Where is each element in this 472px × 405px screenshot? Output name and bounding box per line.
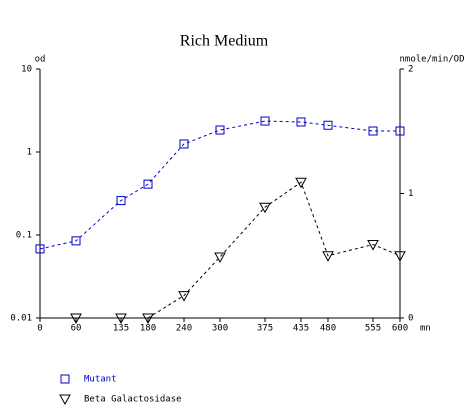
- series-line: [39, 120, 400, 250]
- marker: [394, 251, 406, 262]
- marker: [214, 252, 226, 264]
- chart-title: Rich Medium: [180, 33, 269, 50]
- y2-tick-label: 0: [408, 314, 413, 324]
- x-tick-label: 240: [176, 324, 192, 334]
- y-tick-label: 0.01: [10, 314, 32, 324]
- marker: [179, 139, 189, 149]
- x-tick-label: 480: [320, 324, 336, 334]
- marker: [260, 116, 270, 126]
- marker: [115, 313, 127, 325]
- x-tick-label: 435: [293, 324, 309, 334]
- legend-label: Beta Galactosidase: [84, 395, 182, 405]
- marker: [395, 126, 405, 136]
- marker: [178, 291, 190, 302]
- marker: [116, 196, 126, 206]
- x-tick-label: 300: [212, 324, 228, 334]
- x-tick-label: 180: [140, 324, 156, 334]
- x-tick-label: 135: [113, 324, 129, 334]
- y-tick-label: 0.1: [16, 231, 32, 241]
- marker: [323, 120, 333, 130]
- x-tick-label: 555: [365, 324, 381, 334]
- legend-label: Mutant: [84, 375, 117, 385]
- x-tick-label: 0: [37, 324, 42, 334]
- legend-marker: [59, 394, 71, 405]
- series-line: [76, 181, 401, 319]
- y2-tick-label: 2: [408, 65, 413, 75]
- y-tick-label: 1: [27, 148, 32, 158]
- marker: [70, 313, 82, 325]
- marker: [143, 179, 153, 189]
- marker: [295, 177, 307, 189]
- y-axis-label: od: [35, 55, 46, 65]
- x-axis-label: mn: [420, 324, 431, 334]
- marker: [35, 244, 45, 254]
- marker: [296, 117, 306, 127]
- x-tick-label: 600: [392, 324, 408, 334]
- marker: [142, 313, 154, 325]
- y2-tick-label: 1: [408, 189, 413, 199]
- marker: [259, 202, 271, 214]
- marker: [367, 240, 379, 251]
- y2-axis-label: nmole/min/OD: [399, 55, 464, 65]
- legend-marker: [60, 374, 70, 384]
- x-tick-label: 375: [257, 324, 273, 334]
- marker: [368, 126, 378, 136]
- marker: [71, 236, 81, 246]
- marker: [322, 251, 334, 262]
- marker: [215, 125, 225, 135]
- y-tick-label: 10: [21, 65, 32, 75]
- x-tick-label: 60: [71, 324, 82, 334]
